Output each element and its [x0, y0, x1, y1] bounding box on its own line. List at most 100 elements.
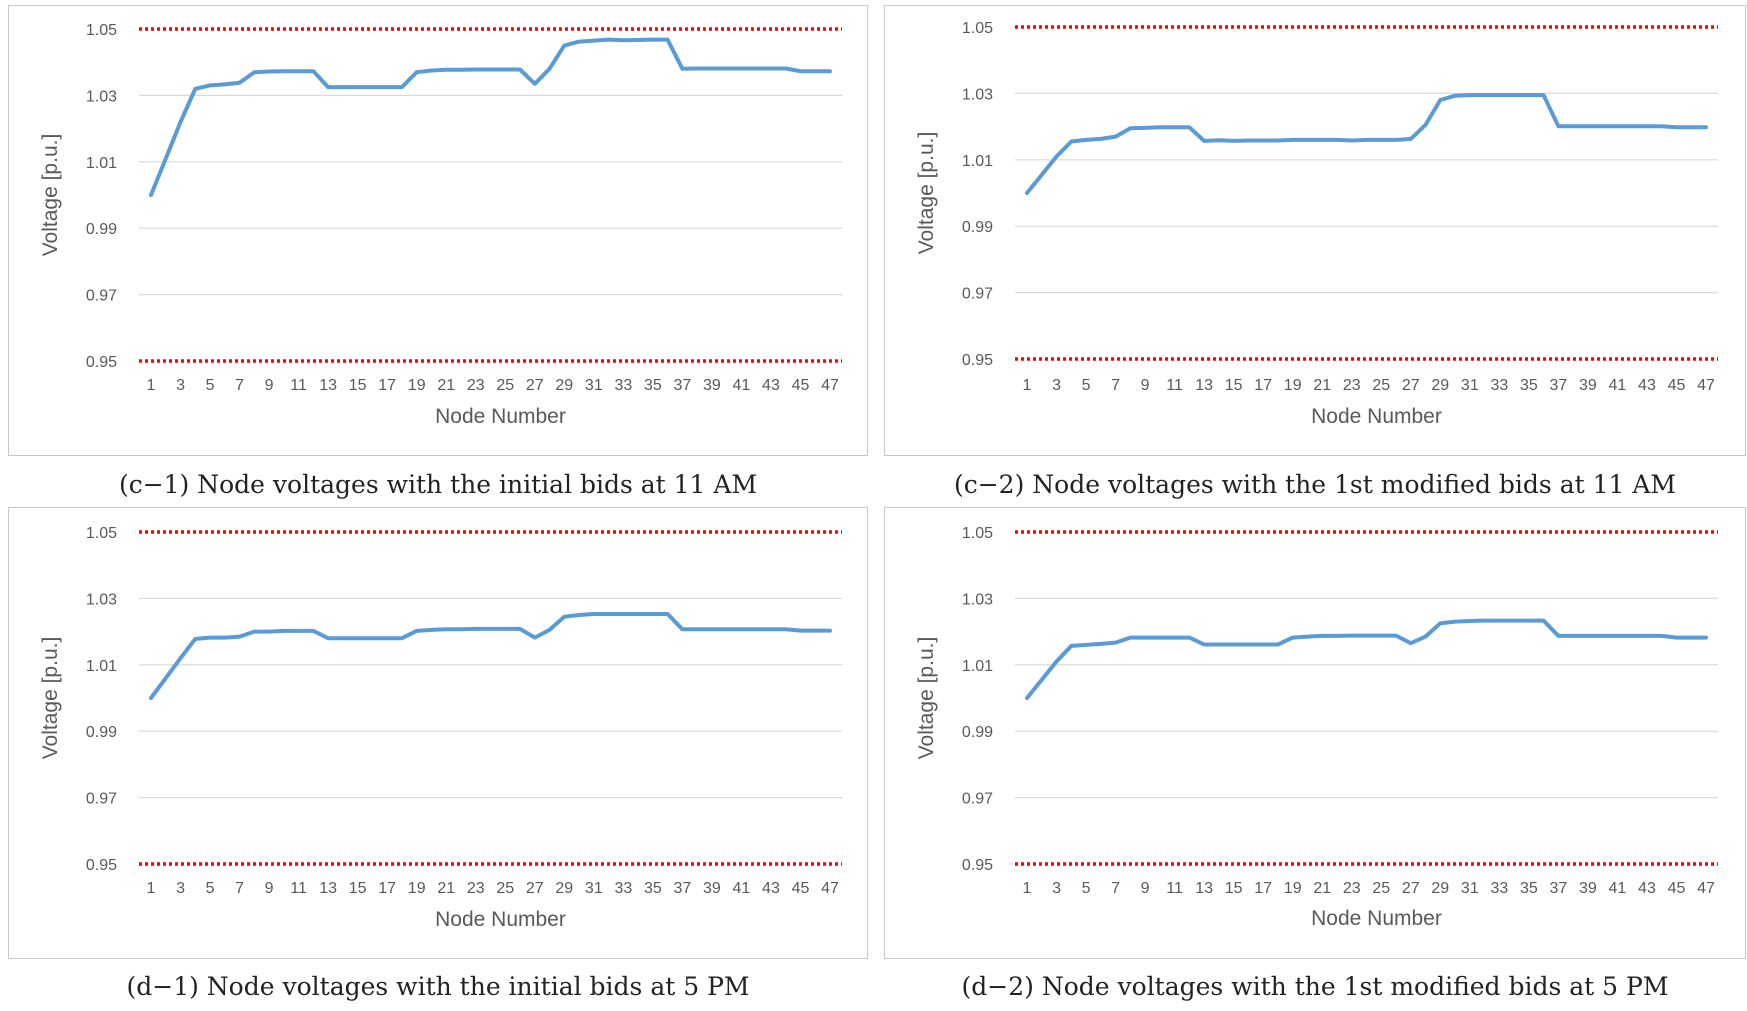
x-tick-label: 23	[467, 377, 485, 394]
x-tick-label: 19	[408, 880, 426, 897]
x-tick-label: 11	[290, 377, 307, 394]
y-tick-label: 0.99	[962, 219, 993, 236]
x-tick-label: 13	[1195, 377, 1213, 394]
x-tick-label: 3	[176, 377, 185, 394]
x-tick-label: 27	[526, 377, 544, 394]
x-axis-title: Node Number	[1311, 907, 1442, 930]
x-axis-title: Node Number	[435, 405, 566, 428]
y-tick-label: 0.97	[962, 286, 993, 303]
x-tick-label: 43	[1638, 377, 1656, 394]
x-tick-label: 19	[1284, 377, 1302, 394]
y-tick-label: 0.97	[86, 288, 117, 305]
y-tick-label: 1.03	[86, 88, 117, 105]
x-axis-title: Node Number	[435, 908, 566, 931]
x-tick-label: 27	[1402, 880, 1420, 897]
x-tick-label: 39	[703, 880, 721, 897]
y-tick-label: 1.03	[962, 591, 993, 608]
x-tick-label: 5	[1082, 880, 1091, 897]
x-tick-label: 31	[585, 880, 603, 897]
x-tick-label: 43	[1638, 880, 1656, 897]
x-tick-label: 35	[644, 880, 662, 897]
x-tick-label: 41	[733, 880, 751, 897]
x-tick-label: 47	[1697, 880, 1715, 897]
x-tick-label: 27	[526, 880, 544, 897]
x-tick-label: 17	[378, 880, 396, 897]
x-tick-label: 9	[1141, 880, 1150, 897]
x-tick-label: 1	[1023, 880, 1032, 897]
x-tick-label: 13	[319, 880, 337, 897]
x-tick-label: 39	[1579, 377, 1597, 394]
x-tick-label: 33	[1490, 880, 1508, 897]
y-tick-label: 0.99	[86, 724, 117, 741]
x-tick-label: 39	[1579, 880, 1597, 897]
y-tick-label: 1.03	[86, 591, 117, 608]
x-tick-label: 15	[349, 377, 367, 394]
x-tick-label: 35	[1520, 377, 1538, 394]
x-tick-label: 7	[235, 377, 244, 394]
x-tick-label: 25	[1372, 377, 1390, 394]
y-tick-label: 0.95	[86, 857, 117, 874]
x-tick-label: 29	[555, 377, 573, 394]
y-tick-label: 1.01	[962, 658, 993, 675]
y-tick-label: 1.05	[86, 525, 117, 542]
chart-panel-c2: 1.05 1.03 1.01 0.99 0.97 0.95 1 3 5 7 9 11 13 15 17 19 2…	[884, 5, 1746, 456]
x-tick-label: 7	[1111, 880, 1120, 897]
x-tick-label: 1	[147, 880, 156, 897]
x-tick-label: 33	[614, 880, 632, 897]
x-tick-label: 29	[1431, 377, 1449, 394]
x-tick-label: 21	[1313, 880, 1331, 897]
x-tick-label: 45	[792, 880, 810, 897]
x-tick-label: 31	[585, 377, 603, 394]
x-tick-label: 5	[206, 880, 215, 897]
x-tick-label: 17	[1254, 377, 1272, 394]
x-tick-label: 9	[1141, 377, 1150, 394]
x-tick-label: 13	[1195, 880, 1213, 897]
y-tick-label: 1.03	[962, 86, 993, 103]
x-tick-label: 23	[1343, 880, 1361, 897]
x-tick-label: 13	[319, 377, 337, 394]
y-tick-label: 1.05	[962, 20, 993, 37]
x-tick-label: 39	[703, 377, 721, 394]
y-tick-label: 0.97	[86, 791, 117, 808]
x-tick-label: 23	[467, 880, 485, 897]
x-tick-label: 45	[1668, 377, 1686, 394]
x-tick-label: 41	[1609, 377, 1627, 394]
x-tick-label: 5	[206, 377, 215, 394]
x-tick-label: 47	[1697, 377, 1715, 394]
x-tick-label: 45	[1668, 880, 1686, 897]
x-tick-label: 15	[1225, 377, 1243, 394]
x-tick-label: 25	[496, 880, 514, 897]
y-axis-title: Voltage [p.u.]	[39, 637, 62, 760]
x-tick-label: 11	[1166, 880, 1183, 897]
chart-panel-d2: 1.05 1.03 1.01 0.99 0.97 0.95 1 3 5 7 9 11 13 15 17 19 2…	[884, 507, 1746, 959]
x-tick-label: 1	[1023, 377, 1032, 394]
x-tick-label: 29	[555, 880, 573, 897]
x-tick-label: 41	[1609, 880, 1627, 897]
x-tick-label: 19	[408, 377, 426, 394]
x-tick-label: 27	[1402, 377, 1420, 394]
x-tick-label: 33	[614, 377, 632, 394]
x-tick-label: 31	[1461, 880, 1479, 897]
y-tick-label: 1.01	[86, 658, 117, 675]
x-tick-label: 37	[1549, 377, 1567, 394]
x-tick-label: 35	[1520, 880, 1538, 897]
y-tick-label: 1.01	[962, 153, 993, 170]
x-tick-label: 19	[1284, 880, 1302, 897]
x-tick-label: 9	[265, 880, 274, 897]
x-tick-label: 21	[1313, 377, 1331, 394]
caption-c1: (c−1) Node voltages with the initial bid…	[118, 470, 758, 499]
x-tick-label: 23	[1343, 377, 1361, 394]
voltage-series-line	[1025, 93, 1708, 195]
x-tick-label: 17	[378, 377, 396, 394]
y-tick-label: 0.95	[86, 354, 117, 371]
y-tick-label: 0.95	[962, 857, 993, 874]
x-tick-label: 11	[1166, 377, 1183, 394]
x-tick-label: 5	[1082, 377, 1091, 394]
x-tick-label: 9	[265, 377, 274, 394]
x-tick-label: 15	[1225, 880, 1243, 897]
x-tick-label: 37	[1549, 880, 1567, 897]
x-tick-label: 47	[821, 377, 839, 394]
y-tick-label: 0.99	[86, 221, 117, 238]
y-axis-title: Voltage [p.u.]	[915, 637, 938, 760]
x-tick-label: 33	[1490, 377, 1508, 394]
